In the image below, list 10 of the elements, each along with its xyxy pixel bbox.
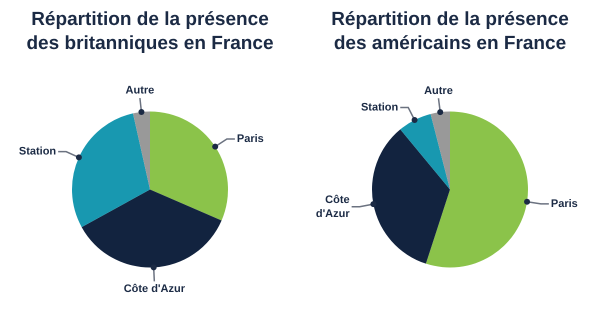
- slice-label: Autre: [126, 84, 154, 97]
- slice-label: Station: [18, 146, 56, 158]
- slice-label: Paris: [550, 198, 578, 210]
- slice-label: Côte d'Azur: [316, 194, 350, 220]
- slice-label: Paris: [236, 133, 264, 146]
- slice-label: Côte d'Azur: [124, 282, 186, 295]
- slice-label: Station: [360, 102, 399, 114]
- chart-title: Répartition de la présence des britanniques en France: [25, 8, 275, 56]
- chart-title: Répartition de la présence des américains en France: [330, 8, 570, 56]
- slice-label: Autre: [424, 84, 453, 97]
